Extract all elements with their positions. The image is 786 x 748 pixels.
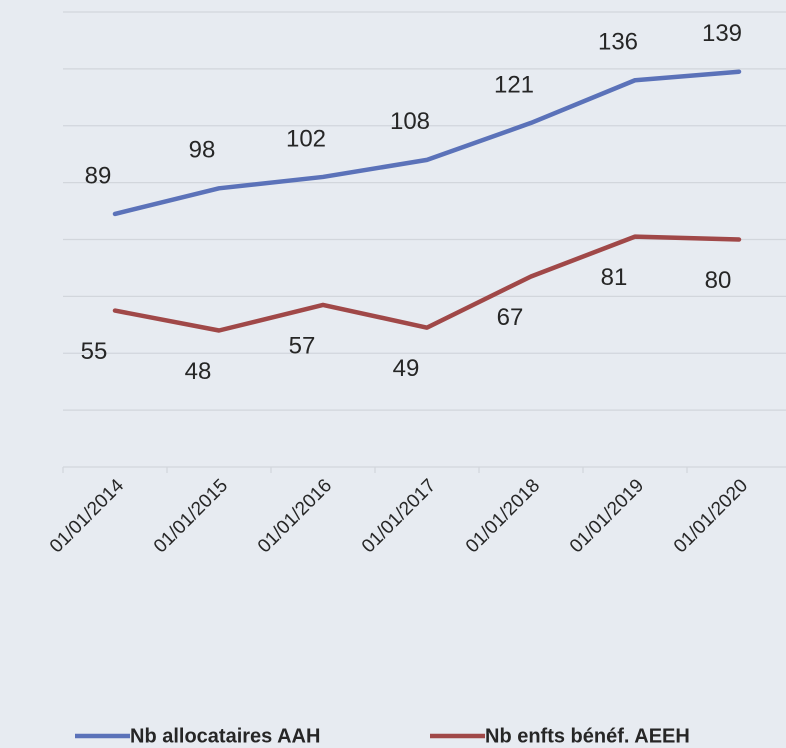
data-label: 49: [393, 355, 420, 382]
legend-label: Nb enfts bénéf. AEEH: [485, 725, 690, 747]
data-label: 108: [390, 108, 430, 135]
data-label: 57: [289, 332, 316, 359]
x-tick-label: 01/01/2019: [566, 475, 648, 557]
data-label: 89: [85, 162, 112, 189]
data-label: 55: [81, 338, 108, 365]
data-label: 67: [497, 304, 524, 331]
data-label: 139: [702, 20, 742, 47]
data-label: 80: [705, 267, 732, 294]
data-label: 81: [601, 264, 628, 291]
x-tick-label: 01/01/2016: [254, 475, 336, 557]
x-tick-label: 01/01/2014: [46, 475, 128, 557]
x-tick-label: 01/01/2017: [358, 475, 440, 557]
series-line: [112, 234, 742, 333]
data-label: 136: [598, 29, 638, 56]
x-tick-label: 01/01/2018: [462, 475, 544, 557]
data-label: 121: [494, 71, 534, 98]
x-tick-label: 01/01/2020: [670, 475, 752, 557]
data-label: 98: [189, 137, 216, 164]
legend-label: Nb allocataires AAH: [130, 725, 320, 747]
data-label: 102: [286, 125, 326, 152]
x-tick-label: 01/01/2015: [150, 475, 232, 557]
data-label: 48: [185, 358, 212, 385]
series-line: [112, 69, 742, 217]
